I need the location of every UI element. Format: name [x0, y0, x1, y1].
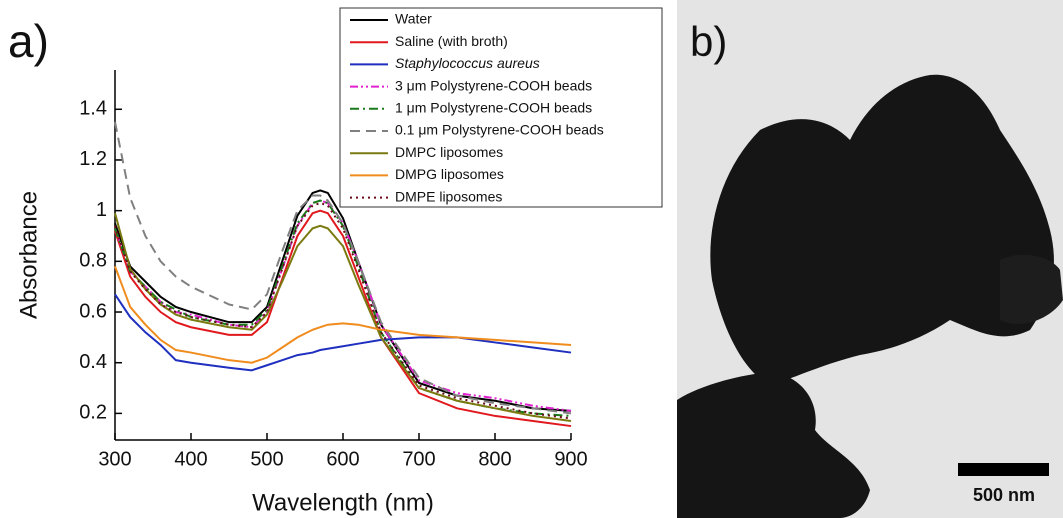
legend-label: 0.1 μm Polystyrene-COOH beads: [395, 122, 604, 138]
scale-bar-label: 500 nm: [973, 485, 1035, 505]
legend-label: Saline (with broth): [395, 33, 508, 49]
data-line: [114, 209, 572, 428]
y-tick-label: 1.2: [79, 148, 107, 170]
x-tick-label: 300: [98, 448, 131, 470]
data-line: [114, 266, 572, 364]
particle-cluster: [1000, 254, 1063, 324]
data-line: [114, 189, 572, 412]
x-tick-label: 500: [250, 448, 283, 470]
x-tick-label: 400: [174, 448, 207, 470]
data-line: [114, 212, 572, 422]
legend-label: Water: [395, 11, 432, 27]
y-tick-label: 1: [96, 199, 107, 221]
x-tick-label: 700: [402, 448, 435, 470]
data-line: [114, 201, 572, 420]
y-tick-label: 0.6: [79, 300, 107, 322]
data-line: [114, 293, 572, 372]
particle-cluster: [710, 74, 1054, 385]
data-line: [114, 199, 572, 417]
x-axis-label: Wavelength (nm): [252, 489, 434, 516]
legend: [339, 7, 663, 208]
y-tick-label: 0.4: [79, 351, 107, 373]
legend-label: DMPE liposomes: [395, 188, 502, 204]
y-tick-label: 0.2: [79, 402, 107, 424]
particle-cluster: [677, 372, 870, 518]
panel-label: a): [8, 15, 49, 67]
x-tick-label: 800: [478, 448, 511, 470]
data-line: [114, 121, 572, 415]
y-tick-label: 1.4: [79, 98, 107, 120]
x-tick-label: 900: [554, 448, 587, 470]
data-line: [114, 199, 572, 412]
legend-label: DMPC liposomes: [395, 144, 503, 160]
scale-bar: [958, 463, 1049, 476]
y-axis-label: Absorbance: [15, 191, 42, 319]
legend-label: 1 μm Polystyrene-COOH beads: [395, 100, 592, 116]
image-panel: b) 500 nm: [677, 0, 1063, 518]
x-tick-label: 600: [326, 448, 359, 470]
panel-label: b): [690, 18, 727, 65]
legend-label: DMPG liposomes: [395, 166, 504, 182]
legend-label: Staphylococcus aureus: [395, 55, 540, 71]
legend-label: 3 μm Polystyrene-COOH beads: [395, 77, 592, 93]
y-tick-label: 0.8: [79, 250, 107, 272]
